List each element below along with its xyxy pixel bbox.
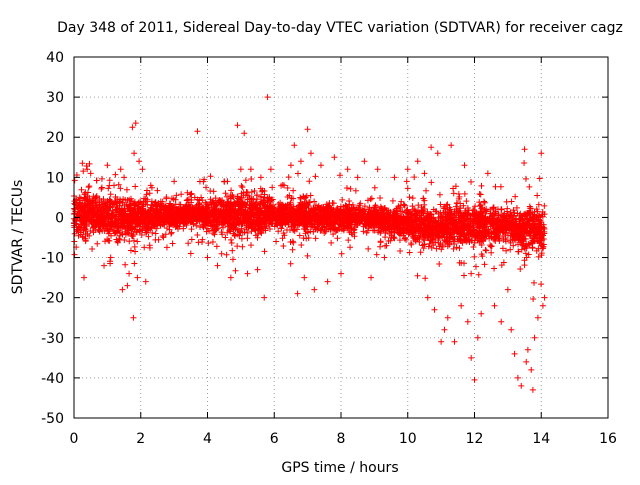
chart: 0246810121416-50-40-30-20-10010203040 Da… [0, 0, 640, 480]
chart-svg: 0246810121416-50-40-30-20-10010203040 Da… [0, 0, 640, 480]
